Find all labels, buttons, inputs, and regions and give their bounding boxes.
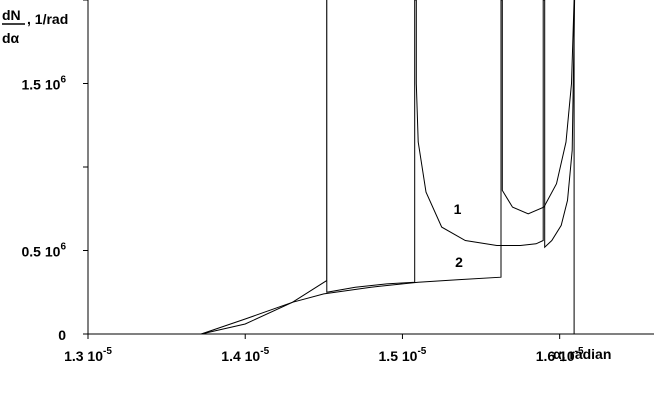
y-ticks: 0 0.5 106 1.5 106 <box>22 0 88 343</box>
annotations: 12 <box>454 201 464 270</box>
x-tick-label: 1.4 10-5 <box>221 346 269 364</box>
y-tick-label: 0.5 106 <box>22 242 67 260</box>
series-2-line <box>201 0 575 335</box>
curve-label-2: 2 <box>455 254 463 270</box>
plot-frame <box>87 0 654 335</box>
x-ticks: 1.3 10-5 1.4 10-5 1.5 10-5 1.6 10-5 <box>64 334 584 364</box>
y-tick-label: 1.5 106 <box>22 75 67 93</box>
series-1-line <box>201 0 576 335</box>
x-tick-label: 1.3 10-5 <box>64 346 112 364</box>
x-tick-label: 1.5 10-5 <box>379 346 427 364</box>
y-label-numerator: dN <box>2 7 21 23</box>
curve-label-1: 1 <box>454 201 462 217</box>
x-tick-label: 1.6 10-5 <box>536 346 584 364</box>
y-label-unit: , 1/rad <box>27 11 68 27</box>
y-label-denominator: dα <box>2 30 20 46</box>
x-axis-label: α, radian <box>553 346 611 362</box>
series-group <box>201 0 576 335</box>
y-axis-label: dN dα , 1/rad <box>2 7 68 46</box>
y-tick-label: 0 <box>58 327 66 343</box>
